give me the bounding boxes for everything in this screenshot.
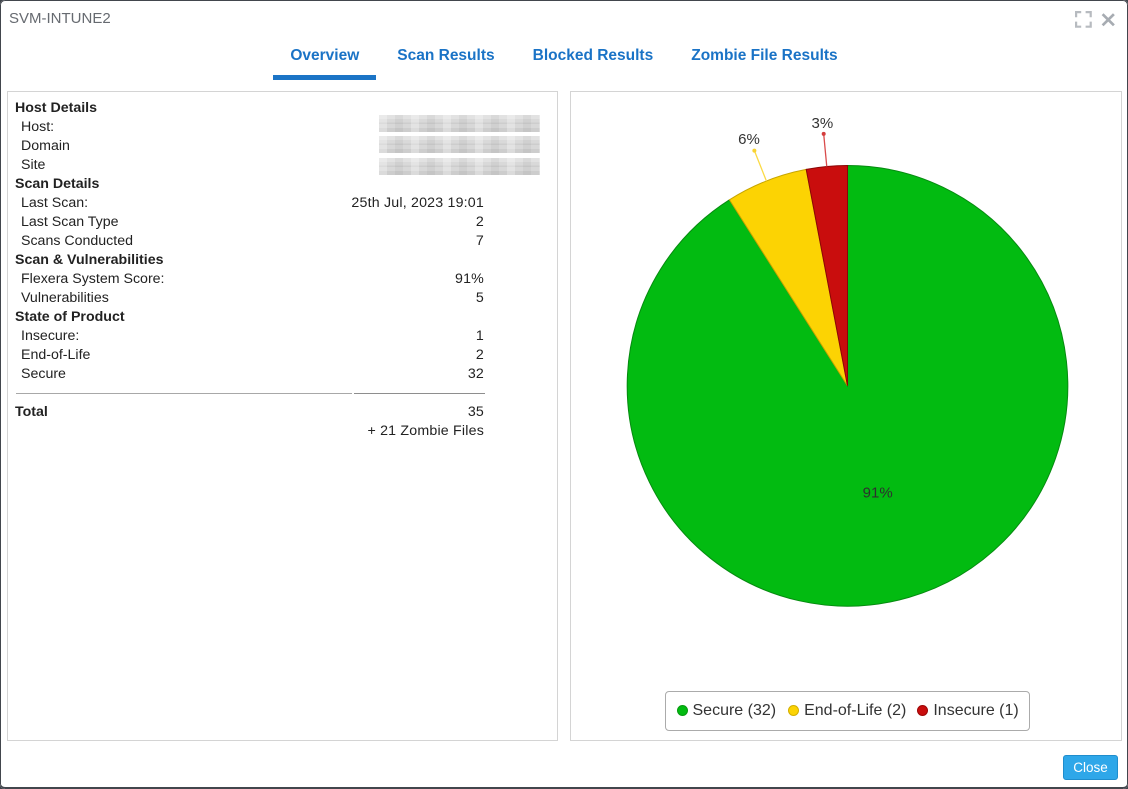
svg-text:6%: 6%: [738, 131, 760, 148]
svg-text:91%: 91%: [863, 485, 893, 502]
svg-text:3%: 3%: [812, 115, 834, 132]
